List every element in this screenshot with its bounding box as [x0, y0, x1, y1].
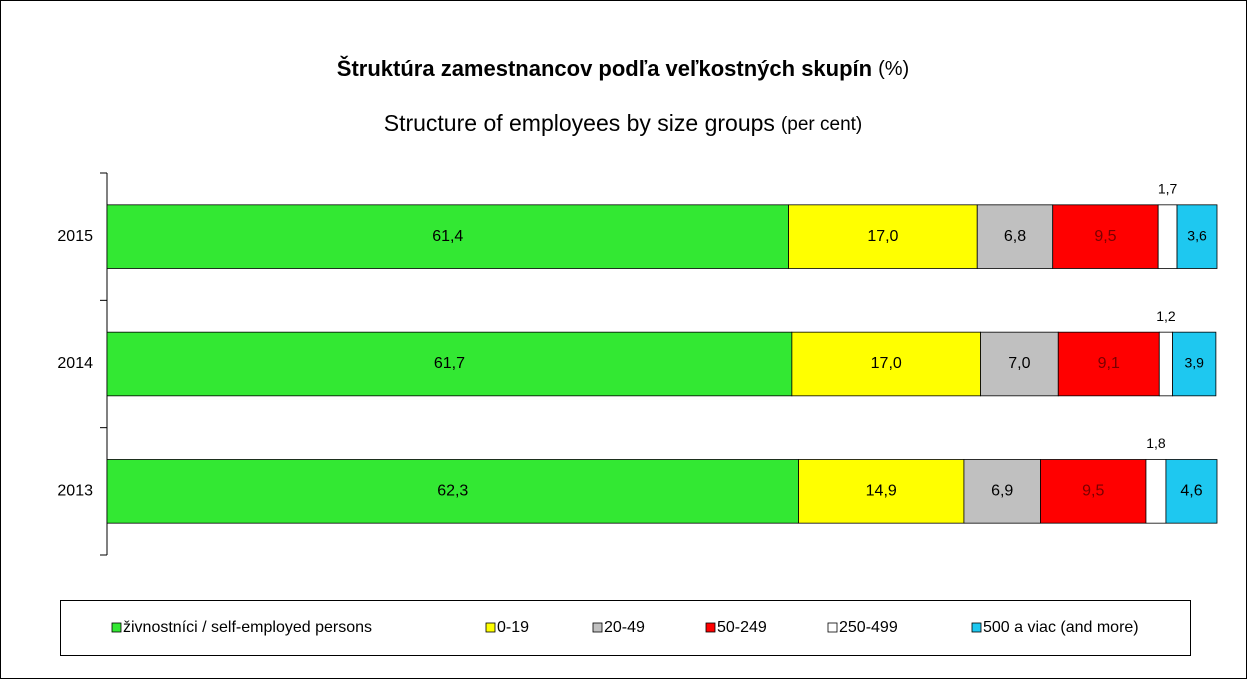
data-label: 17,0 [867, 228, 898, 245]
data-label: 14,9 [866, 483, 897, 500]
data-label: 6,9 [991, 483, 1013, 500]
bar-segment [798, 459, 965, 524]
bar-segment [1165, 459, 1218, 524]
y-tick-label: 2015 [57, 228, 93, 245]
bar-segment [1172, 331, 1217, 397]
bar-segment [791, 331, 981, 397]
data-label: 7,0 [1008, 355, 1030, 372]
bar-segment [1052, 204, 1159, 269]
legend-label: 20-49 [604, 619, 645, 636]
legend-label: 500 a viac (and more) [983, 619, 1139, 636]
bar-segment [1157, 204, 1178, 269]
y-tick-label: 2013 [57, 483, 93, 500]
data-label: 6,8 [1004, 228, 1026, 245]
data-label: 3,6 [1187, 227, 1207, 243]
bar-segment [1176, 204, 1218, 269]
legend-swatch [485, 622, 496, 633]
data-label: 3,9 [1185, 355, 1205, 371]
data-label: 9,1 [1098, 355, 1120, 372]
legend-swatch [827, 622, 838, 633]
bar-segment [963, 459, 1041, 524]
legend-swatch [971, 622, 982, 633]
bar-segment [788, 204, 978, 269]
bar-segment [976, 204, 1054, 269]
legend-label: živnostníci / self-employed persons [123, 619, 372, 636]
data-label: 9,5 [1094, 228, 1116, 245]
y-tick-label: 2014 [57, 355, 93, 372]
data-label: 1,7 [1158, 181, 1178, 197]
legend-box [60, 600, 1191, 656]
chart-subtitle-unit: (per cent) [781, 114, 862, 135]
legend-label: 250-499 [839, 619, 898, 636]
data-label: 61,4 [432, 228, 463, 245]
legend-label: 0-19 [497, 619, 529, 636]
data-label: 1,8 [1146, 435, 1166, 451]
legend-swatch [111, 622, 122, 633]
bar-segment [980, 331, 1059, 397]
bar-segment [106, 459, 799, 524]
chart-title: Štruktúra zamestnancov podľa veľkostných… [337, 56, 872, 81]
legend-swatch [592, 622, 603, 633]
data-label: 9,5 [1082, 483, 1104, 500]
data-label: 62,3 [437, 483, 468, 500]
bar-segment [1040, 459, 1147, 524]
legend-swatch [705, 622, 716, 633]
data-label: 61,7 [434, 355, 465, 372]
bar-segment [106, 204, 789, 269]
bar-segment [1145, 459, 1167, 524]
chart-subtitle-group: Structure of employees by size groups (pe… [384, 110, 863, 136]
chart-title-unit: (%) [878, 58, 909, 80]
bar-segment [1057, 331, 1160, 397]
bar-segment [1158, 331, 1174, 397]
chart-subtitle: Structure of employees by size groups [384, 110, 775, 136]
data-label: 4,6 [1180, 483, 1202, 500]
chart-title-group: Štruktúra zamestnancov podľa veľkostných… [337, 56, 909, 81]
legend-label: 50-249 [717, 619, 767, 636]
data-label: 17,0 [871, 355, 902, 372]
data-label: 1,2 [1156, 308, 1176, 324]
